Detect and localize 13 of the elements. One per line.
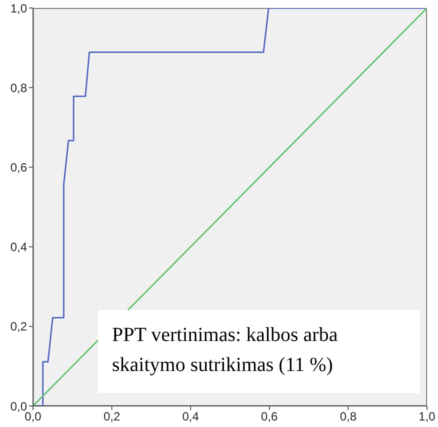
x-tick-label: 0,0 <box>24 410 42 424</box>
y-tick-label: 0,6 <box>10 160 28 174</box>
x-tick-label: 0,6 <box>261 410 278 424</box>
note-box: PPT vertinimas: kalbos arba skaitymo sutrikimas (11 %) <box>98 310 420 393</box>
y-tick-label: 0,4 <box>10 240 28 254</box>
x-tick-label: 1,0 <box>418 410 436 424</box>
x-tick-label: 0,8 <box>340 410 357 424</box>
y-tick-label: 0,2 <box>10 320 28 334</box>
y-tick-label: 0,0 <box>10 399 28 414</box>
x-tick-label: 0,2 <box>103 410 120 424</box>
y-tick-label: 1,0 <box>10 1 28 16</box>
y-tick-label: 0,8 <box>10 80 28 95</box>
x-tick-label: 0,4 <box>182 410 200 424</box>
